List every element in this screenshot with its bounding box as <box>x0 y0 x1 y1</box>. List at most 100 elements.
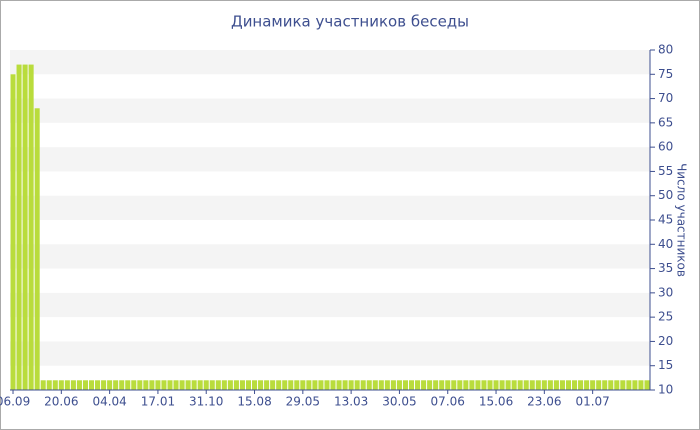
bar <box>559 380 565 390</box>
bar <box>70 380 76 390</box>
bar <box>354 380 360 390</box>
bar <box>161 380 167 390</box>
bar <box>626 380 632 390</box>
bar <box>433 380 439 390</box>
bar <box>499 380 505 390</box>
bar <box>191 380 197 390</box>
bar <box>252 380 258 390</box>
bar <box>348 380 354 390</box>
y-tick-label: 65 <box>658 115 673 129</box>
bar <box>475 380 481 390</box>
grid-band <box>10 244 650 269</box>
bar <box>125 380 131 390</box>
bar <box>221 380 227 390</box>
x-tick-label: 13.03 <box>334 395 368 409</box>
y-tick-label: 25 <box>658 310 673 324</box>
bar <box>245 380 252 390</box>
bar <box>300 380 306 390</box>
bar <box>415 380 421 390</box>
x-tick-label: 29.05 <box>286 395 320 409</box>
grid-band <box>10 341 650 366</box>
bar <box>572 380 578 390</box>
bar <box>113 380 119 390</box>
y-tick-label: 30 <box>658 285 673 299</box>
y-tick-label: 15 <box>658 358 673 372</box>
grid-band <box>10 195 650 220</box>
bar <box>644 380 650 390</box>
bar <box>95 380 101 390</box>
y-tick-label: 60 <box>658 140 673 154</box>
y-tick-label: 70 <box>658 91 673 105</box>
bar <box>565 380 572 390</box>
bar <box>553 380 559 390</box>
x-tick-label: 31.10 <box>189 395 223 409</box>
bar <box>312 380 318 390</box>
bar <box>149 380 155 390</box>
bar <box>578 380 584 390</box>
bar <box>330 380 336 390</box>
bar <box>215 380 221 390</box>
y-tick-label: 40 <box>658 237 673 251</box>
bar <box>372 380 378 390</box>
y-tick-label: 20 <box>658 334 673 348</box>
y-tick-label: 45 <box>658 213 673 227</box>
bar <box>16 64 22 391</box>
bar <box>463 380 469 390</box>
x-tick-label: 20.06 <box>44 395 78 409</box>
y-tick-label: 55 <box>658 164 673 178</box>
bar <box>34 108 40 391</box>
bar <box>28 64 34 391</box>
bar <box>258 380 264 390</box>
bar <box>264 380 270 390</box>
bar <box>276 380 282 390</box>
bar <box>390 380 396 390</box>
bar <box>155 380 161 390</box>
bar <box>602 380 608 390</box>
bar <box>209 380 215 390</box>
bar <box>517 380 523 390</box>
bar <box>596 380 602 390</box>
bar <box>427 380 433 390</box>
bar <box>529 380 535 390</box>
grid-band <box>10 98 650 123</box>
bar <box>40 380 46 390</box>
bar <box>233 380 239 390</box>
x-tick-label: 15.06 <box>479 395 513 409</box>
bar <box>336 380 342 390</box>
bar <box>342 380 348 390</box>
bar <box>10 74 16 391</box>
bar <box>408 380 415 390</box>
bar <box>590 380 596 390</box>
bar <box>167 380 173 390</box>
y-axis-label: Число участников <box>675 163 689 277</box>
bar <box>584 380 590 390</box>
bar <box>445 380 451 390</box>
bar <box>143 380 149 390</box>
bar <box>493 380 499 390</box>
bar <box>282 380 288 390</box>
bar <box>22 64 28 391</box>
x-tick-label: 15.08 <box>237 395 271 409</box>
bar <box>366 380 372 390</box>
bar <box>101 380 107 390</box>
bar <box>306 380 312 390</box>
x-tick-label: 04.04 <box>92 395 126 409</box>
bar <box>384 380 390 390</box>
bar <box>487 380 493 390</box>
bar <box>270 380 276 390</box>
y-tick-label: 35 <box>658 261 673 275</box>
bar <box>82 380 88 390</box>
bar <box>457 380 463 390</box>
bar <box>421 380 427 390</box>
grid-band <box>10 292 650 318</box>
bar <box>614 380 620 390</box>
chart-title: Динамика участников беседы <box>231 13 469 31</box>
bar <box>439 380 445 390</box>
bar <box>360 380 366 390</box>
bar <box>76 380 82 390</box>
bar <box>620 380 626 390</box>
bar <box>203 380 209 390</box>
x-tick-label: 17.01 <box>141 395 175 409</box>
bar <box>197 380 203 390</box>
